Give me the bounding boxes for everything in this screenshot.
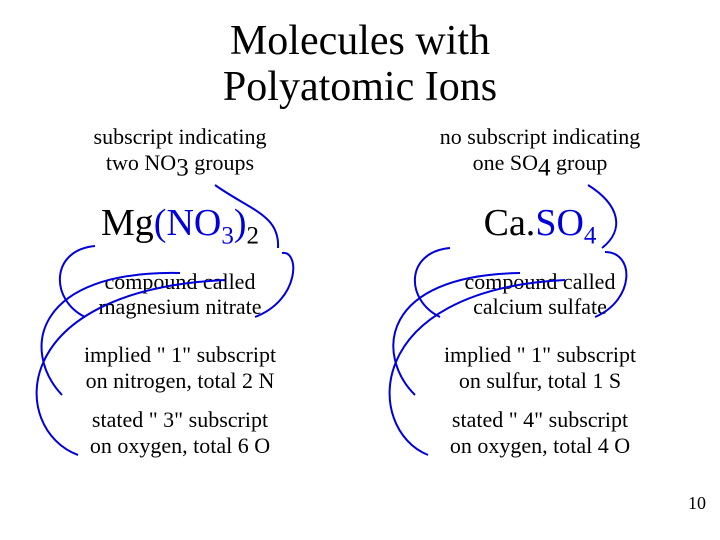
left-notes: implied " 1" subscript on nitrogen, tota… bbox=[0, 342, 360, 474]
right-compound-l1: compound called bbox=[465, 269, 616, 294]
left-top-caption-line1: subscript indicating bbox=[94, 124, 267, 149]
left-note1-l2: on nitrogen, total 2 N bbox=[86, 368, 275, 393]
right-top-caption-line2a: one SO bbox=[473, 150, 538, 175]
left-compound-name: compound called magnesium nitrate bbox=[98, 269, 261, 320]
left-top-caption-line2b: groups bbox=[189, 150, 254, 175]
right-note2-l2: on oxygen, total 4 O bbox=[450, 433, 630, 458]
formula-lparen: ( bbox=[154, 202, 167, 244]
formula-outer-sub: 2 bbox=[247, 223, 260, 250]
right-top-caption-line1: no subscript indicating bbox=[440, 124, 640, 149]
formula-no: NO bbox=[166, 202, 221, 244]
right-notes: implied " 1" subscript on sulfur, total … bbox=[360, 342, 720, 474]
left-note2-l2: on oxygen, total 6 O bbox=[90, 433, 270, 458]
left-top-caption: subscript indicating two NO3 groups bbox=[94, 124, 267, 175]
formula-rparen: ) bbox=[234, 202, 247, 244]
right-top-caption: no subscript indicating one SO4 group bbox=[440, 124, 640, 175]
left-note2-l1: stated " 3" subscript bbox=[92, 407, 268, 432]
formula-ca: Ca. bbox=[484, 202, 536, 244]
right-compound-name: compound called calcium sulfate bbox=[465, 269, 616, 320]
formula-so: SO bbox=[535, 202, 584, 244]
left-compound-l2: magnesium nitrate bbox=[98, 294, 261, 319]
right-top-caption-line2b: group bbox=[551, 150, 608, 175]
right-formula: Ca.SO4 bbox=[484, 201, 597, 245]
right-note1-l1: implied " 1" subscript bbox=[444, 342, 636, 367]
formula-no-sub: 3 bbox=[221, 223, 234, 250]
right-column: no subscript indicating one SO4 group Ca… bbox=[360, 124, 720, 473]
left-top-caption-line2a: two NO bbox=[106, 150, 176, 175]
right-top-caption-sub: 4 bbox=[538, 154, 551, 181]
title-line-2: Polyatomic Ions bbox=[223, 64, 497, 110]
left-note-1: implied " 1" subscript on nitrogen, tota… bbox=[0, 342, 360, 394]
right-note-2: stated " 4" subscript on oxygen, total 4… bbox=[360, 407, 720, 459]
left-compound-l1: compound called bbox=[105, 269, 256, 294]
left-formula: Mg(NO3)2 bbox=[101, 201, 259, 245]
left-top-caption-sub: 3 bbox=[176, 154, 189, 181]
title-line-1: Molecules with bbox=[230, 18, 490, 64]
slide-title: Molecules with Polyatomic Ions bbox=[0, 0, 720, 110]
right-compound-l2: calcium sulfate bbox=[473, 294, 607, 319]
right-note-1: implied " 1" subscript on sulfur, total … bbox=[360, 342, 720, 394]
left-column: subscript indicating two NO3 groups Mg(N… bbox=[0, 124, 360, 473]
slide-number: 10 bbox=[688, 493, 706, 514]
left-note1-l1: implied " 1" subscript bbox=[84, 342, 276, 367]
formula-mg: Mg bbox=[101, 202, 154, 244]
right-note1-l2: on sulfur, total 1 S bbox=[459, 368, 621, 393]
formula-so-sub: 4 bbox=[584, 223, 597, 250]
right-note2-l1: stated " 4" subscript bbox=[452, 407, 628, 432]
content-area: subscript indicating two NO3 groups Mg(N… bbox=[0, 124, 720, 473]
left-note-2: stated " 3" subscript on oxygen, total 6… bbox=[0, 407, 360, 459]
